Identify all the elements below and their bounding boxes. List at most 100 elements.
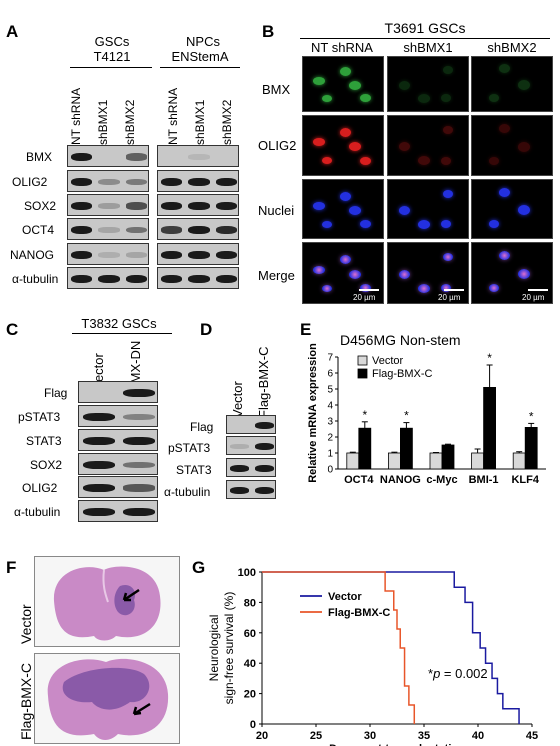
bar-Flag-BMX-C-KLF4 [524,427,538,470]
cell-blob [313,77,325,86]
cell-blob [418,219,430,229]
panel-c-underline [72,333,172,334]
panel-g-pvalue: *p = 0.002 [428,666,488,681]
panel-a-blot-npc-tubulin-band [215,274,237,284]
panel-a-blot-npc-oct4-band [215,225,237,234]
scale-bar-label: 20 µm [353,293,376,302]
y-axis-label: Relative mRNA expression [307,343,319,483]
panel-a-blot-gsc-tubulin-band [125,274,147,284]
panel-d-blot-flag-band [254,421,275,430]
legend-label-0: Vector [328,591,362,603]
cell-blob [322,284,332,292]
panel-d-lane-2: Flag-BMX-C [256,346,271,418]
panel-b-row-merge: Merge [258,268,295,283]
y-axis-label-line1: Neurological [207,615,221,682]
y-tick-label: 5 [327,385,333,396]
panel-b-row-bmx: BMX [262,82,291,97]
panel-a-group1-underline [70,67,152,68]
panel-a-blot-gsc-olig2-band [98,178,120,186]
panel-a-blot-npc-sox2-band [188,201,210,211]
panel-c-row-stat3: STAT3 [26,434,62,448]
panel-a-blot-gsc-nanog-band [125,252,147,258]
cell-blob [443,126,453,135]
panel-b-col-3: shBMX2 [487,40,537,55]
cell-blob [518,141,530,152]
cell-blob [418,93,430,103]
panel-c-row-sox2: SOX2 [30,458,63,472]
cell-blob [498,187,510,197]
micrograph-nuclei-shbmx2 [471,179,553,239]
panel-c-blot-stat3 [78,429,158,451]
cell-blob [418,156,430,166]
panel-a-row-bmx: BMX [26,150,53,164]
panel-f-brain-images [34,556,180,744]
panel-a-blot-gsc-tubulin [67,267,149,289]
panel-a-blot-npc-tubulin-band [188,274,210,284]
panel-c-blot-olig2-band [83,483,115,493]
pvalue-text: = 0.002 [440,666,488,681]
panel-d-row-pstat3: pSTAT3 [168,441,211,455]
cell-blob [339,67,351,77]
panel-e-label: E [300,320,312,339]
scale-bar [444,289,464,291]
cell-blob [349,142,361,151]
panel-a-blot-npc-olig2-band [161,177,183,187]
panel-a-blot-gsc-oct4 [67,218,149,240]
cell-blob [349,269,361,279]
panel-c-title: T3832 GSCs [81,316,157,331]
bar-Vector-c-Myc [429,452,443,470]
panel-c-blot-stat3-band [83,436,115,446]
panel-c-blot-flag [78,381,158,403]
panel-a-row-tubulin: α-tubulin [12,272,59,286]
y-tick-label: 100 [238,567,256,579]
panel-d-blot-pstat3-band [229,444,250,449]
cell-blob [443,190,453,198]
panel-a-blot-gsc-oct4-band [71,225,93,235]
panel-a-blot-gsc-olig2-band [125,178,147,186]
panel-c-blot-sox2-band [83,460,115,470]
x-tick-label: NANOG [380,474,421,486]
panel-a-row-nanog: NANOG [10,248,55,262]
panel-b-title: T3691 GSCs [384,20,466,36]
panel-c-row-olig2: OLIG2 [22,481,58,495]
panel-a-row-oct4: OCT4 [22,223,55,237]
pvalue-star: * [428,666,434,681]
panel-d-label: D [200,320,213,339]
panel-c-row-tubulin: α-tubulin [14,505,61,519]
panel-a-blot-npc-nanog-band [215,250,237,260]
x-tick-label: 20 [256,730,268,742]
panel-g-survival-chart: 020406080100202530354045Days post-transp… [207,567,538,746]
x-tick-label: c-Myc [426,474,457,486]
panel-d-blot-pstat3 [226,436,276,455]
panel-e-bar-chart: 0 1 2 3 4 5 6 7 Relative mRNA expression * OCT4 * NA… [307,343,546,486]
cell-blob [349,205,361,215]
panel-c-blot-pstat3-band [83,412,115,422]
x-tick-label: 30 [364,730,376,742]
scale-bar [359,289,379,291]
y-tick-label: 20 [244,689,256,701]
panel-c-label: C [6,320,19,339]
panel-b-col-2: shBMX1 [403,40,453,55]
panel-a-blot-npc-sox2-band [215,201,237,211]
panel-d-blot-flag [226,415,276,434]
panel-f-label: F [6,558,17,577]
bar-Flag-BMX-C-BMI-1 [483,387,497,470]
cell-blob [313,138,325,147]
panel-a-blot-npc-nanog-band [161,250,183,260]
panel-a-blot-npc-bmx-band [188,154,210,160]
panel-a-row-olig2: OLIG2 [12,175,48,189]
panel-c-blot-flag-band [123,388,155,398]
cell-blob [322,220,332,228]
cell-blob [322,94,332,102]
x-axis-label: Days post-transplantation [329,743,465,746]
bar-Flag-BMX-C-NANOG [400,427,413,470]
panel-a-blot-npc-sox2-band [161,201,183,211]
cell-blob [489,220,499,228]
panel-a-lane-6: shBMX2 [220,99,234,145]
panel-a-blot-gsc-nanog [67,243,149,265]
panel-a-group2-line1: NPCs [186,34,220,49]
panel-b-underline [300,38,550,39]
x-tick-label: 35 [418,730,430,742]
panel-c-blot-tubulin [78,500,158,522]
panel-c-blot-sox2-band [123,461,155,469]
